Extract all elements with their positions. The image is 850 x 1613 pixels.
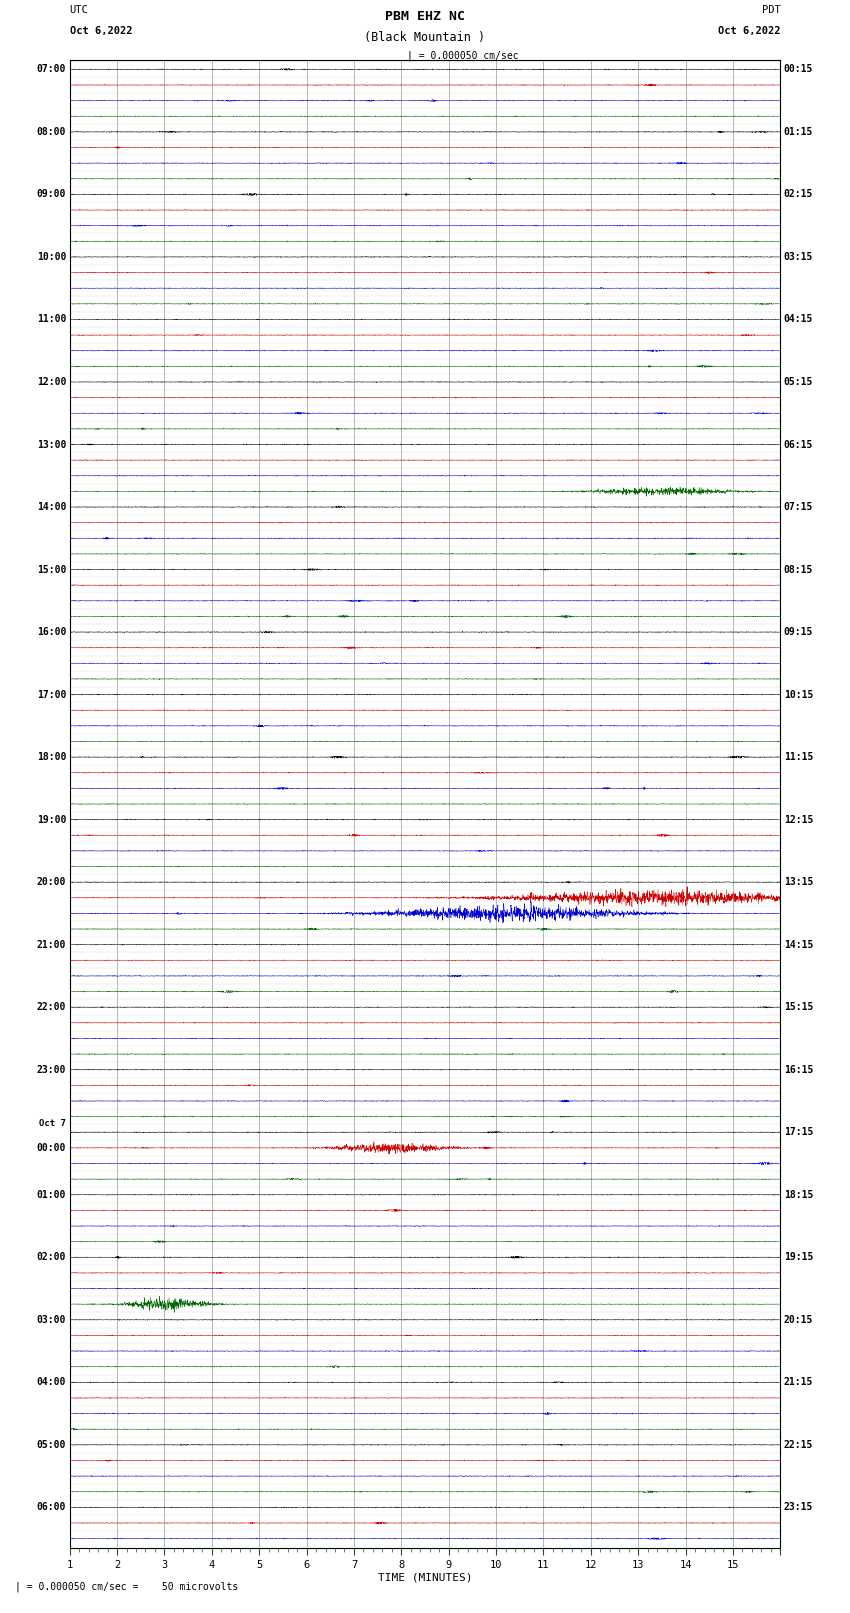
Text: 21:15: 21:15 [784,1378,813,1387]
Text: 10:15: 10:15 [784,690,813,700]
Text: Oct 6,2022: Oct 6,2022 [70,26,133,35]
Text: 13:00: 13:00 [37,439,66,450]
Text: 22:15: 22:15 [784,1440,813,1450]
Text: 14:15: 14:15 [784,940,813,950]
Text: (Black Mountain ): (Black Mountain ) [365,31,485,44]
Text: 00:00: 00:00 [37,1144,66,1153]
Text: 00:15: 00:15 [784,65,813,74]
Text: 14:00: 14:00 [37,502,66,511]
Text: PBM EHZ NC: PBM EHZ NC [385,10,465,23]
Text: Oct 7: Oct 7 [39,1119,66,1127]
Text: 08:00: 08:00 [37,127,66,137]
Text: 22:00: 22:00 [37,1002,66,1013]
Text: UTC: UTC [70,5,88,15]
Text: 17:00: 17:00 [37,690,66,700]
Text: 07:15: 07:15 [784,502,813,511]
Text: 07:00: 07:00 [37,65,66,74]
Text: | = 0.000050 cm/sec =    50 microvolts: | = 0.000050 cm/sec = 50 microvolts [15,1582,239,1592]
Text: 23:00: 23:00 [37,1065,66,1074]
Text: 19:15: 19:15 [784,1252,813,1263]
Text: 11:00: 11:00 [37,315,66,324]
Text: 18:15: 18:15 [784,1190,813,1200]
Text: 15:15: 15:15 [784,1002,813,1013]
Text: 16:15: 16:15 [784,1065,813,1074]
Text: 03:15: 03:15 [784,252,813,261]
Text: 06:15: 06:15 [784,439,813,450]
Text: 01:00: 01:00 [37,1190,66,1200]
Text: 02:15: 02:15 [784,189,813,200]
Text: 02:00: 02:00 [37,1252,66,1263]
Text: | = 0.000050 cm/sec: | = 0.000050 cm/sec [407,50,519,61]
Text: 20:00: 20:00 [37,877,66,887]
Text: 08:15: 08:15 [784,565,813,574]
Text: 12:15: 12:15 [784,815,813,824]
Text: 04:00: 04:00 [37,1378,66,1387]
Text: Oct 6,2022: Oct 6,2022 [717,26,780,35]
Text: 23:15: 23:15 [784,1502,813,1513]
Text: 05:00: 05:00 [37,1440,66,1450]
Text: 05:15: 05:15 [784,377,813,387]
Text: 21:00: 21:00 [37,940,66,950]
Text: 18:00: 18:00 [37,752,66,761]
Text: 06:00: 06:00 [37,1502,66,1513]
Text: 09:15: 09:15 [784,627,813,637]
Text: PDT: PDT [762,5,780,15]
Text: 20:15: 20:15 [784,1315,813,1324]
Text: 11:15: 11:15 [784,752,813,761]
Text: 12:00: 12:00 [37,377,66,387]
Text: 13:15: 13:15 [784,877,813,887]
Text: 03:00: 03:00 [37,1315,66,1324]
Text: 04:15: 04:15 [784,315,813,324]
Text: 19:00: 19:00 [37,815,66,824]
Text: 01:15: 01:15 [784,127,813,137]
Text: 17:15: 17:15 [784,1127,813,1137]
X-axis label: TIME (MINUTES): TIME (MINUTES) [377,1573,473,1582]
Text: 16:00: 16:00 [37,627,66,637]
Text: 10:00: 10:00 [37,252,66,261]
Text: 15:00: 15:00 [37,565,66,574]
Text: 09:00: 09:00 [37,189,66,200]
